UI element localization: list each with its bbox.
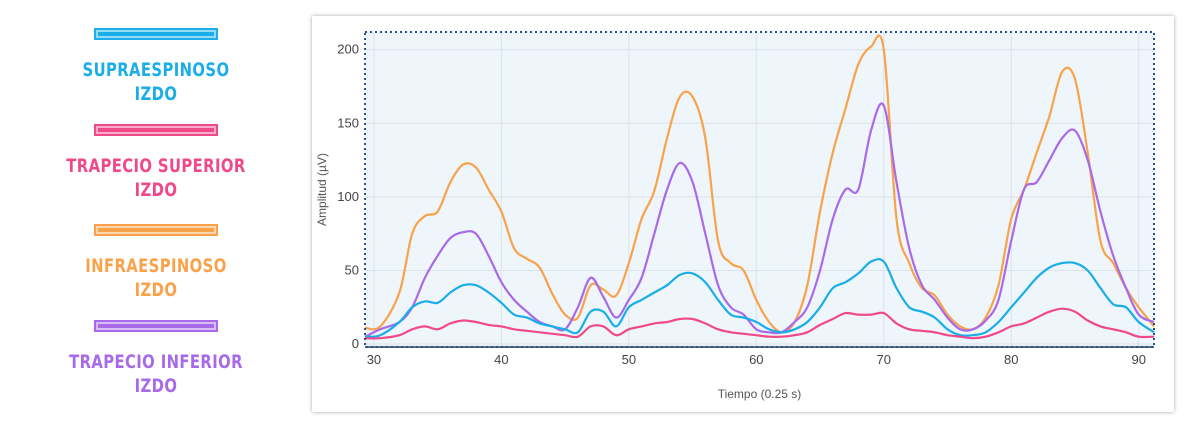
legend-label: SUPRAESPINOSO IZDO: [82, 59, 230, 105]
grid: [365, 32, 1154, 347]
y-tick-label: 150: [337, 115, 359, 130]
x-tick-label: 50: [622, 352, 636, 367]
chart-card: 0 50 100 150 200 30 40 50 60 70 80 90 Tiempo (0.25 …: [312, 16, 1174, 412]
x-tick-label: 40: [494, 352, 508, 367]
legend-swatch: [94, 28, 218, 40]
y-axis-title: Amplitud (µV): [315, 153, 329, 226]
x-tick-label: 30: [367, 352, 381, 367]
y-tick-label: 0: [352, 336, 359, 351]
series-line: [364, 307, 1155, 340]
y-tick-label: 50: [345, 262, 359, 277]
x-tick-label: 90: [1131, 352, 1145, 367]
x-tick-label: 60: [749, 352, 763, 367]
legend-swatch: [94, 320, 218, 332]
y-tick-label: 100: [337, 189, 359, 204]
series-group: [364, 34, 1155, 340]
legend-item: TRAPECIO INFERIOR IZDO: [40, 320, 272, 398]
legend-label: TRAPECIO INFERIOR IZDO: [69, 351, 243, 397]
plot-area: [365, 32, 1154, 347]
series-line: [364, 102, 1155, 338]
series-line: [364, 258, 1155, 338]
y-tick-label: 200: [337, 42, 359, 57]
legend-item: SUPRAESPINOSO IZDO: [40, 28, 272, 106]
x-tick-label: 80: [1004, 352, 1018, 367]
legend-swatch: [94, 124, 218, 136]
legend-item: TRAPECIO SUPERIOR IZDO: [40, 124, 272, 202]
plot-frame: [364, 31, 1155, 348]
legend-label: INFRAESPINOSO IZDO: [85, 255, 227, 301]
legend-label: TRAPECIO SUPERIOR IZDO: [66, 155, 246, 201]
x-tick-label: 70: [877, 352, 891, 367]
legend-swatch: [94, 224, 218, 236]
legend-item: INFRAESPINOSO IZDO: [40, 224, 272, 302]
x-axis-title: Tiempo (0.25 s): [718, 387, 802, 401]
line-chart: 0 50 100 150 200 30 40 50 60 70 80 90 Tiempo (0.25 …: [315, 31, 1155, 401]
